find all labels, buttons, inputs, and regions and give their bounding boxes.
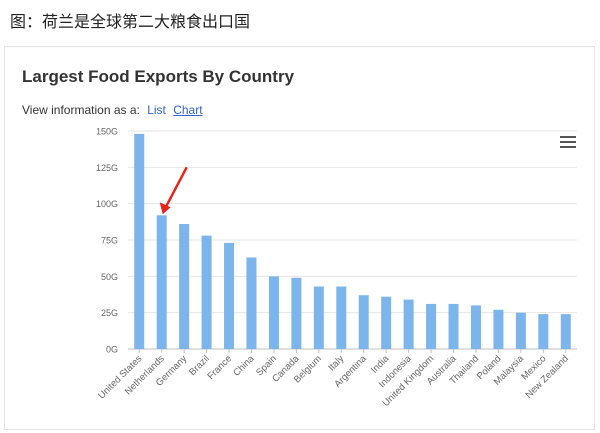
y-tick-label: 0G [106,345,118,355]
y-tick-label: 25G [101,308,118,318]
x-axis-ticks: United StatesNetherlandsGermanyBrazilFra… [96,349,571,409]
y-axis-ticks: 0G 25G 50G 75G 100G 125G 150G [96,127,118,355]
bar [179,224,190,349]
x-tick-label: France [205,353,234,382]
bar [358,295,369,349]
bar [313,286,324,349]
bar [538,314,549,349]
bar [156,215,167,349]
bar [381,296,392,349]
view-chart-link[interactable]: Chart [173,103,203,117]
bar [560,314,571,349]
bar [448,303,459,349]
x-tick-label: China [231,353,257,379]
chart-frame [4,46,595,430]
hamburger-menu-icon[interactable] [560,136,576,148]
y-tick-label: 150G [96,127,118,137]
bar [426,303,437,349]
arrow-head [159,202,171,215]
bar [470,305,481,349]
bar [268,276,279,349]
grid-lines [128,130,577,350]
chart-title: Largest Food Exports By Country [22,67,295,86]
bar [403,299,414,349]
bar [134,133,145,349]
bar [224,242,235,349]
y-tick-label: 100G [96,199,118,209]
view-mode-row: View information as a: List Chart [22,103,203,117]
bar [515,312,526,349]
y-tick-label: 125G [96,163,118,173]
bar [493,309,504,349]
view-mode-prefix: View information as a: [22,103,140,117]
bar [246,257,257,349]
y-tick-label: 50G [101,272,118,282]
view-list-link[interactable]: List [147,103,166,117]
arrow-shaft [164,166,188,208]
bar [291,277,302,349]
bar [336,286,347,349]
annotation-arrow [159,166,188,215]
y-tick-label: 75G [101,236,118,246]
bars [134,133,571,349]
bar [201,235,212,349]
image-caption: 图：荷兰是全球第二大粮食出口国 [10,12,251,31]
